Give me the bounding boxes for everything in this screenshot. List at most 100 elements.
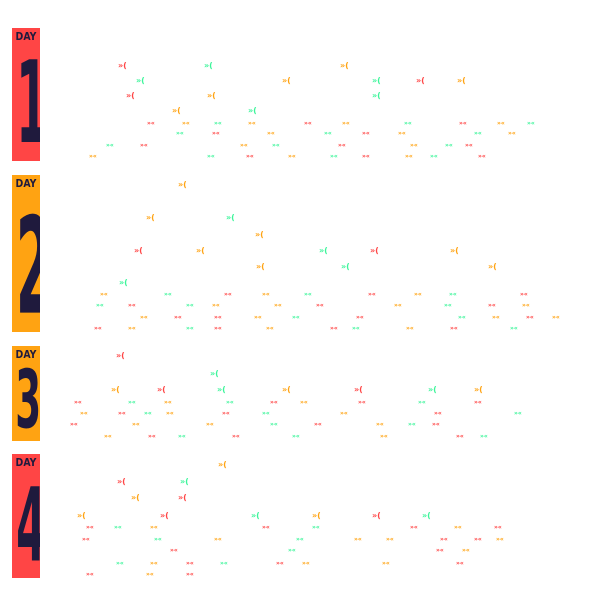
decorative-mark: »( <box>340 61 349 70</box>
decorative-mark: »« <box>262 524 270 531</box>
decorative-mark: »« <box>262 410 270 417</box>
decorative-mark: »« <box>444 302 452 309</box>
decorative-mark: »« <box>462 547 470 554</box>
decorative-mark: »« <box>342 120 350 127</box>
decorative-mark: »« <box>220 560 228 567</box>
decorative-mark: »« <box>514 410 522 417</box>
decorative-mark: »« <box>296 536 304 543</box>
day-4-number: 4 <box>16 476 40 577</box>
decorative-mark: »« <box>302 560 310 567</box>
decorative-mark: »« <box>316 302 324 309</box>
decorative-mark: »« <box>380 433 388 440</box>
decorative-mark: »« <box>140 142 148 149</box>
day-4-badge: DAY 4 <box>12 454 40 578</box>
decorative-mark: »( <box>488 262 497 271</box>
decorative-mark: »( <box>474 385 483 394</box>
decorative-mark: »( <box>312 511 321 520</box>
decorative-mark: »« <box>404 120 412 127</box>
decorative-mark: »( <box>207 91 216 100</box>
decorative-mark: »« <box>248 120 256 127</box>
decorative-mark: »( <box>372 76 381 85</box>
decorative-mark: »( <box>341 262 350 271</box>
decorative-mark: »« <box>214 325 222 332</box>
decorative-mark: »« <box>86 571 94 578</box>
decorative-mark: »« <box>552 314 560 321</box>
decorative-mark: »« <box>207 153 215 160</box>
decorative-mark: »( <box>282 76 291 85</box>
decorative-mark: »« <box>262 291 270 298</box>
decorative-mark: »( <box>217 385 226 394</box>
decorative-mark: »« <box>382 560 390 567</box>
decorative-mark: »« <box>154 536 162 543</box>
decorative-mark: »« <box>276 560 284 567</box>
decorative-mark: »« <box>114 524 122 531</box>
decorative-mark: »« <box>148 433 156 440</box>
decorative-mark: »« <box>214 120 222 127</box>
decorative-mark: »« <box>128 302 136 309</box>
decorative-mark: »« <box>492 314 500 321</box>
decorative-mark: »« <box>314 421 322 428</box>
decorative-mark: »« <box>418 399 426 406</box>
decorative-mark: »« <box>166 410 174 417</box>
decorative-mark: »« <box>246 153 254 160</box>
decorative-mark: »« <box>324 130 332 137</box>
decorative-mark: »« <box>132 421 140 428</box>
decorative-mark: »« <box>436 547 444 554</box>
decorative-mark: »« <box>270 399 278 406</box>
decorative-mark: »( <box>180 477 189 486</box>
day-4-label: DAY <box>15 456 37 469</box>
decorative-mark: »« <box>128 399 136 406</box>
day-1-label: DAY <box>15 30 37 43</box>
decorative-mark: »( <box>256 262 265 271</box>
decorative-mark: »« <box>527 120 535 127</box>
decorative-mark: »« <box>186 560 194 567</box>
decorative-mark: »« <box>445 142 453 149</box>
decorative-mark: »« <box>480 433 488 440</box>
decorative-mark: »« <box>147 120 155 127</box>
decorative-mark: »« <box>288 153 296 160</box>
decorative-mark: »« <box>496 536 504 543</box>
decorative-mark: »« <box>146 571 154 578</box>
decorative-mark: »( <box>251 511 260 520</box>
day-3-label: DAY <box>15 348 37 361</box>
day-1-badge: DAY 1 <box>12 28 40 161</box>
decorative-mark: »« <box>458 314 466 321</box>
decorative-mark: »« <box>478 153 486 160</box>
decorative-mark: »( <box>136 76 145 85</box>
decorative-mark: »« <box>434 410 442 417</box>
decorative-mark: »( <box>178 180 187 189</box>
decorative-mark: »« <box>406 325 414 332</box>
decorative-mark: »( <box>172 106 181 115</box>
day-3-number: 3 <box>15 352 40 441</box>
decorative-mark: »« <box>86 524 94 531</box>
decorative-mark: »« <box>176 130 184 137</box>
decorative-mark: »« <box>70 421 78 428</box>
decorative-mark: »« <box>494 524 502 531</box>
decorative-mark: »( <box>116 351 125 360</box>
decorative-mark: »( <box>218 460 227 469</box>
decorative-mark: »( <box>428 385 437 394</box>
decorative-mark: »« <box>82 536 90 543</box>
decorative-mark: »« <box>164 399 172 406</box>
decorative-mark: »« <box>405 153 413 160</box>
decorative-mark: »« <box>170 547 178 554</box>
decorative-mark: »« <box>212 130 220 137</box>
decorative-mark: »« <box>474 536 482 543</box>
decorative-mark: »( <box>119 278 128 287</box>
decorative-mark: »« <box>338 142 346 149</box>
decorative-mark: »« <box>100 291 108 298</box>
day-2-badge: DAY 2 <box>12 175 40 332</box>
decorative-mark: »« <box>270 421 278 428</box>
decorative-mark: »« <box>240 142 248 149</box>
decorative-mark: »« <box>526 314 534 321</box>
decorative-mark: »( <box>77 511 86 520</box>
decorative-mark: »« <box>186 302 194 309</box>
decorative-mark: »« <box>150 560 158 567</box>
decorative-mark: »« <box>178 433 186 440</box>
decorative-mark: »( <box>157 385 166 394</box>
decorative-mark: »« <box>510 325 518 332</box>
decorative-mark: »« <box>222 410 230 417</box>
decorative-mark: »« <box>89 153 97 160</box>
decorative-mark: »« <box>520 291 528 298</box>
